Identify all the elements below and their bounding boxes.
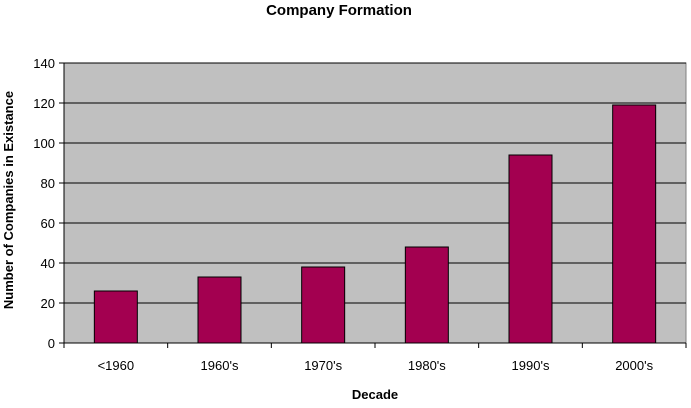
- gridlines: [64, 62, 686, 304]
- bars: [93, 104, 657, 344]
- plot-area: [63, 62, 687, 344]
- x-tick-label: <1960: [98, 358, 135, 373]
- bar: [197, 276, 242, 344]
- bar: [404, 246, 449, 344]
- bar: [508, 154, 553, 344]
- y-tick-label: 0: [48, 336, 55, 351]
- y-axis-ticks: 0 20 40 60 80 100 120 140: [33, 56, 64, 351]
- y-axis-label: Number of Companies in Existance: [1, 91, 16, 309]
- x-tick-label: 2000's: [615, 358, 653, 373]
- x-tick-label: 1960's: [201, 358, 239, 373]
- chart-title: Company Formation: [266, 2, 412, 19]
- bar: [301, 266, 346, 344]
- x-tick-label: 1970's: [304, 358, 342, 373]
- bar: [612, 104, 657, 344]
- x-tick-label: 1990's: [512, 358, 550, 373]
- y-tick-label: 120: [33, 96, 55, 111]
- x-axis-label: Decade: [352, 387, 398, 402]
- y-tick-label: 60: [41, 216, 55, 231]
- bar: [93, 290, 138, 344]
- y-tick-label: 40: [41, 256, 55, 271]
- y-tick-label: 80: [41, 176, 55, 191]
- y-tick-label: 100: [33, 136, 55, 151]
- x-axis-ticks: <1960 1960's 1970's 1980's 1990's 2000's: [63, 343, 687, 373]
- y-tick-label: 140: [33, 56, 55, 71]
- x-tick-label: 1980's: [408, 358, 446, 373]
- y-tick-label: 20: [41, 296, 55, 311]
